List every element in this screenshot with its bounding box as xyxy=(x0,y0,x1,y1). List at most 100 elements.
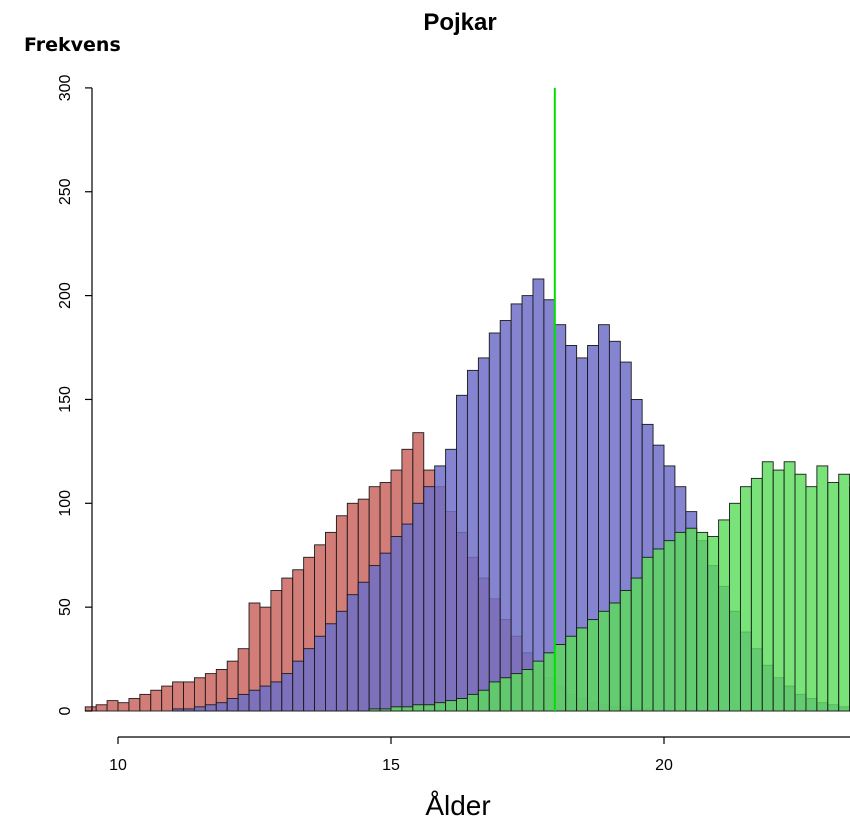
histogram-bar xyxy=(543,299,556,712)
x-tick-label: 15 xyxy=(382,757,400,774)
histogram-bar xyxy=(314,635,326,712)
x-tick-label: 10 xyxy=(109,757,127,774)
histogram-bar xyxy=(368,565,381,712)
histogram-bar xyxy=(161,685,174,712)
bars-layer xyxy=(84,278,850,712)
histogram-bar xyxy=(456,394,468,712)
histogram-bar xyxy=(543,652,556,712)
histogram-bar xyxy=(477,689,490,712)
axes-layer: 101520253035050100150200250300 xyxy=(57,74,850,774)
histogram-bar xyxy=(423,486,436,712)
histogram-bar xyxy=(456,698,468,712)
histogram-bar xyxy=(488,681,501,712)
histogram-bar xyxy=(401,523,414,712)
y-tick-label: 250 xyxy=(57,178,74,205)
x-tick-label: 20 xyxy=(655,757,673,774)
y-tick-label: 200 xyxy=(57,282,74,309)
histogram-bar xyxy=(805,486,818,712)
histogram-bar xyxy=(477,357,490,712)
histogram-bar xyxy=(827,482,840,712)
histogram-bar xyxy=(630,577,643,712)
y-tick-label: 50 xyxy=(57,598,74,616)
histogram-bar xyxy=(510,303,523,712)
histogram-bar xyxy=(652,548,665,712)
histogram-bar xyxy=(499,320,512,712)
histogram-bar xyxy=(794,473,807,712)
y-tick-label: 100 xyxy=(57,490,74,517)
histogram-bar xyxy=(532,660,545,712)
histogram-bar xyxy=(193,706,206,712)
histogram-bar xyxy=(150,689,163,712)
histogram-bar xyxy=(412,502,425,712)
histogram-bar xyxy=(237,693,250,712)
histogram-bar xyxy=(488,332,501,712)
histogram-bar xyxy=(95,704,108,712)
histogram-bar xyxy=(521,669,534,712)
histogram-bar xyxy=(423,704,436,712)
histogram-bar xyxy=(412,704,425,712)
histogram-bar xyxy=(204,704,217,712)
histogram-bar xyxy=(248,689,261,712)
histogram-bar xyxy=(739,486,752,712)
histogram-bar xyxy=(434,465,447,712)
histogram-bar xyxy=(292,660,305,712)
histogram-bar xyxy=(729,502,741,712)
histogram-bar xyxy=(772,469,785,712)
histogram-bar xyxy=(663,540,676,712)
histogram-bar xyxy=(434,702,447,712)
histogram-bar xyxy=(281,673,294,712)
y-tick-label: 300 xyxy=(57,74,74,101)
histogram-bar xyxy=(783,461,796,712)
histogram-bar xyxy=(172,708,184,712)
histogram-bar xyxy=(641,556,654,712)
histogram-bar xyxy=(379,708,392,712)
histogram-bar xyxy=(325,623,337,712)
histogram-bar xyxy=(816,465,829,712)
histogram-bar xyxy=(445,448,457,712)
histogram-bar xyxy=(139,693,152,712)
histogram-bar xyxy=(674,531,687,712)
chart-title: Pojkar xyxy=(423,9,496,36)
histogram-bar xyxy=(466,693,479,712)
histogram-bar xyxy=(117,702,130,712)
y-tick-label: 150 xyxy=(57,386,74,413)
y-tick-label: 0 xyxy=(57,706,74,715)
histogram-bar xyxy=(84,706,97,712)
histogram-bar xyxy=(357,581,370,712)
histogram-bar xyxy=(368,708,381,712)
histogram-bar xyxy=(521,295,534,712)
histogram-bar xyxy=(598,610,610,712)
histogram-bar xyxy=(718,519,730,712)
y-axis-label: Frekvens xyxy=(24,34,121,56)
histogram-bar xyxy=(270,681,283,712)
histogram-bar xyxy=(172,681,184,712)
histogram-bar xyxy=(510,673,523,712)
histogram-bar xyxy=(259,685,272,712)
histogram-bar xyxy=(587,619,599,712)
histogram-bar xyxy=(554,644,567,712)
histogram-bar xyxy=(761,461,774,712)
histogram-bar xyxy=(106,700,119,712)
histogram-bar xyxy=(226,698,239,712)
histogram-bar xyxy=(445,700,457,712)
histogram-bar xyxy=(565,635,578,712)
histogram-bar xyxy=(750,477,763,712)
histogram-bar xyxy=(576,627,589,712)
series-3 xyxy=(368,461,850,712)
histogram-bar xyxy=(303,648,316,712)
histogram-bar xyxy=(466,369,479,712)
histogram-bar xyxy=(183,681,195,712)
histogram-bar xyxy=(390,536,403,712)
histogram-bar xyxy=(696,531,709,712)
histogram-bar xyxy=(707,536,720,712)
histogram-bar xyxy=(128,698,141,712)
histogram-bar xyxy=(499,677,512,712)
histogram-bar xyxy=(390,706,403,712)
histogram-bar xyxy=(193,677,206,712)
histogram-bar xyxy=(335,610,348,712)
histogram-bar xyxy=(685,527,698,712)
histogram-bar xyxy=(619,590,632,712)
x-axis-label: Ålder xyxy=(425,790,490,821)
histogram-bar xyxy=(183,708,195,712)
